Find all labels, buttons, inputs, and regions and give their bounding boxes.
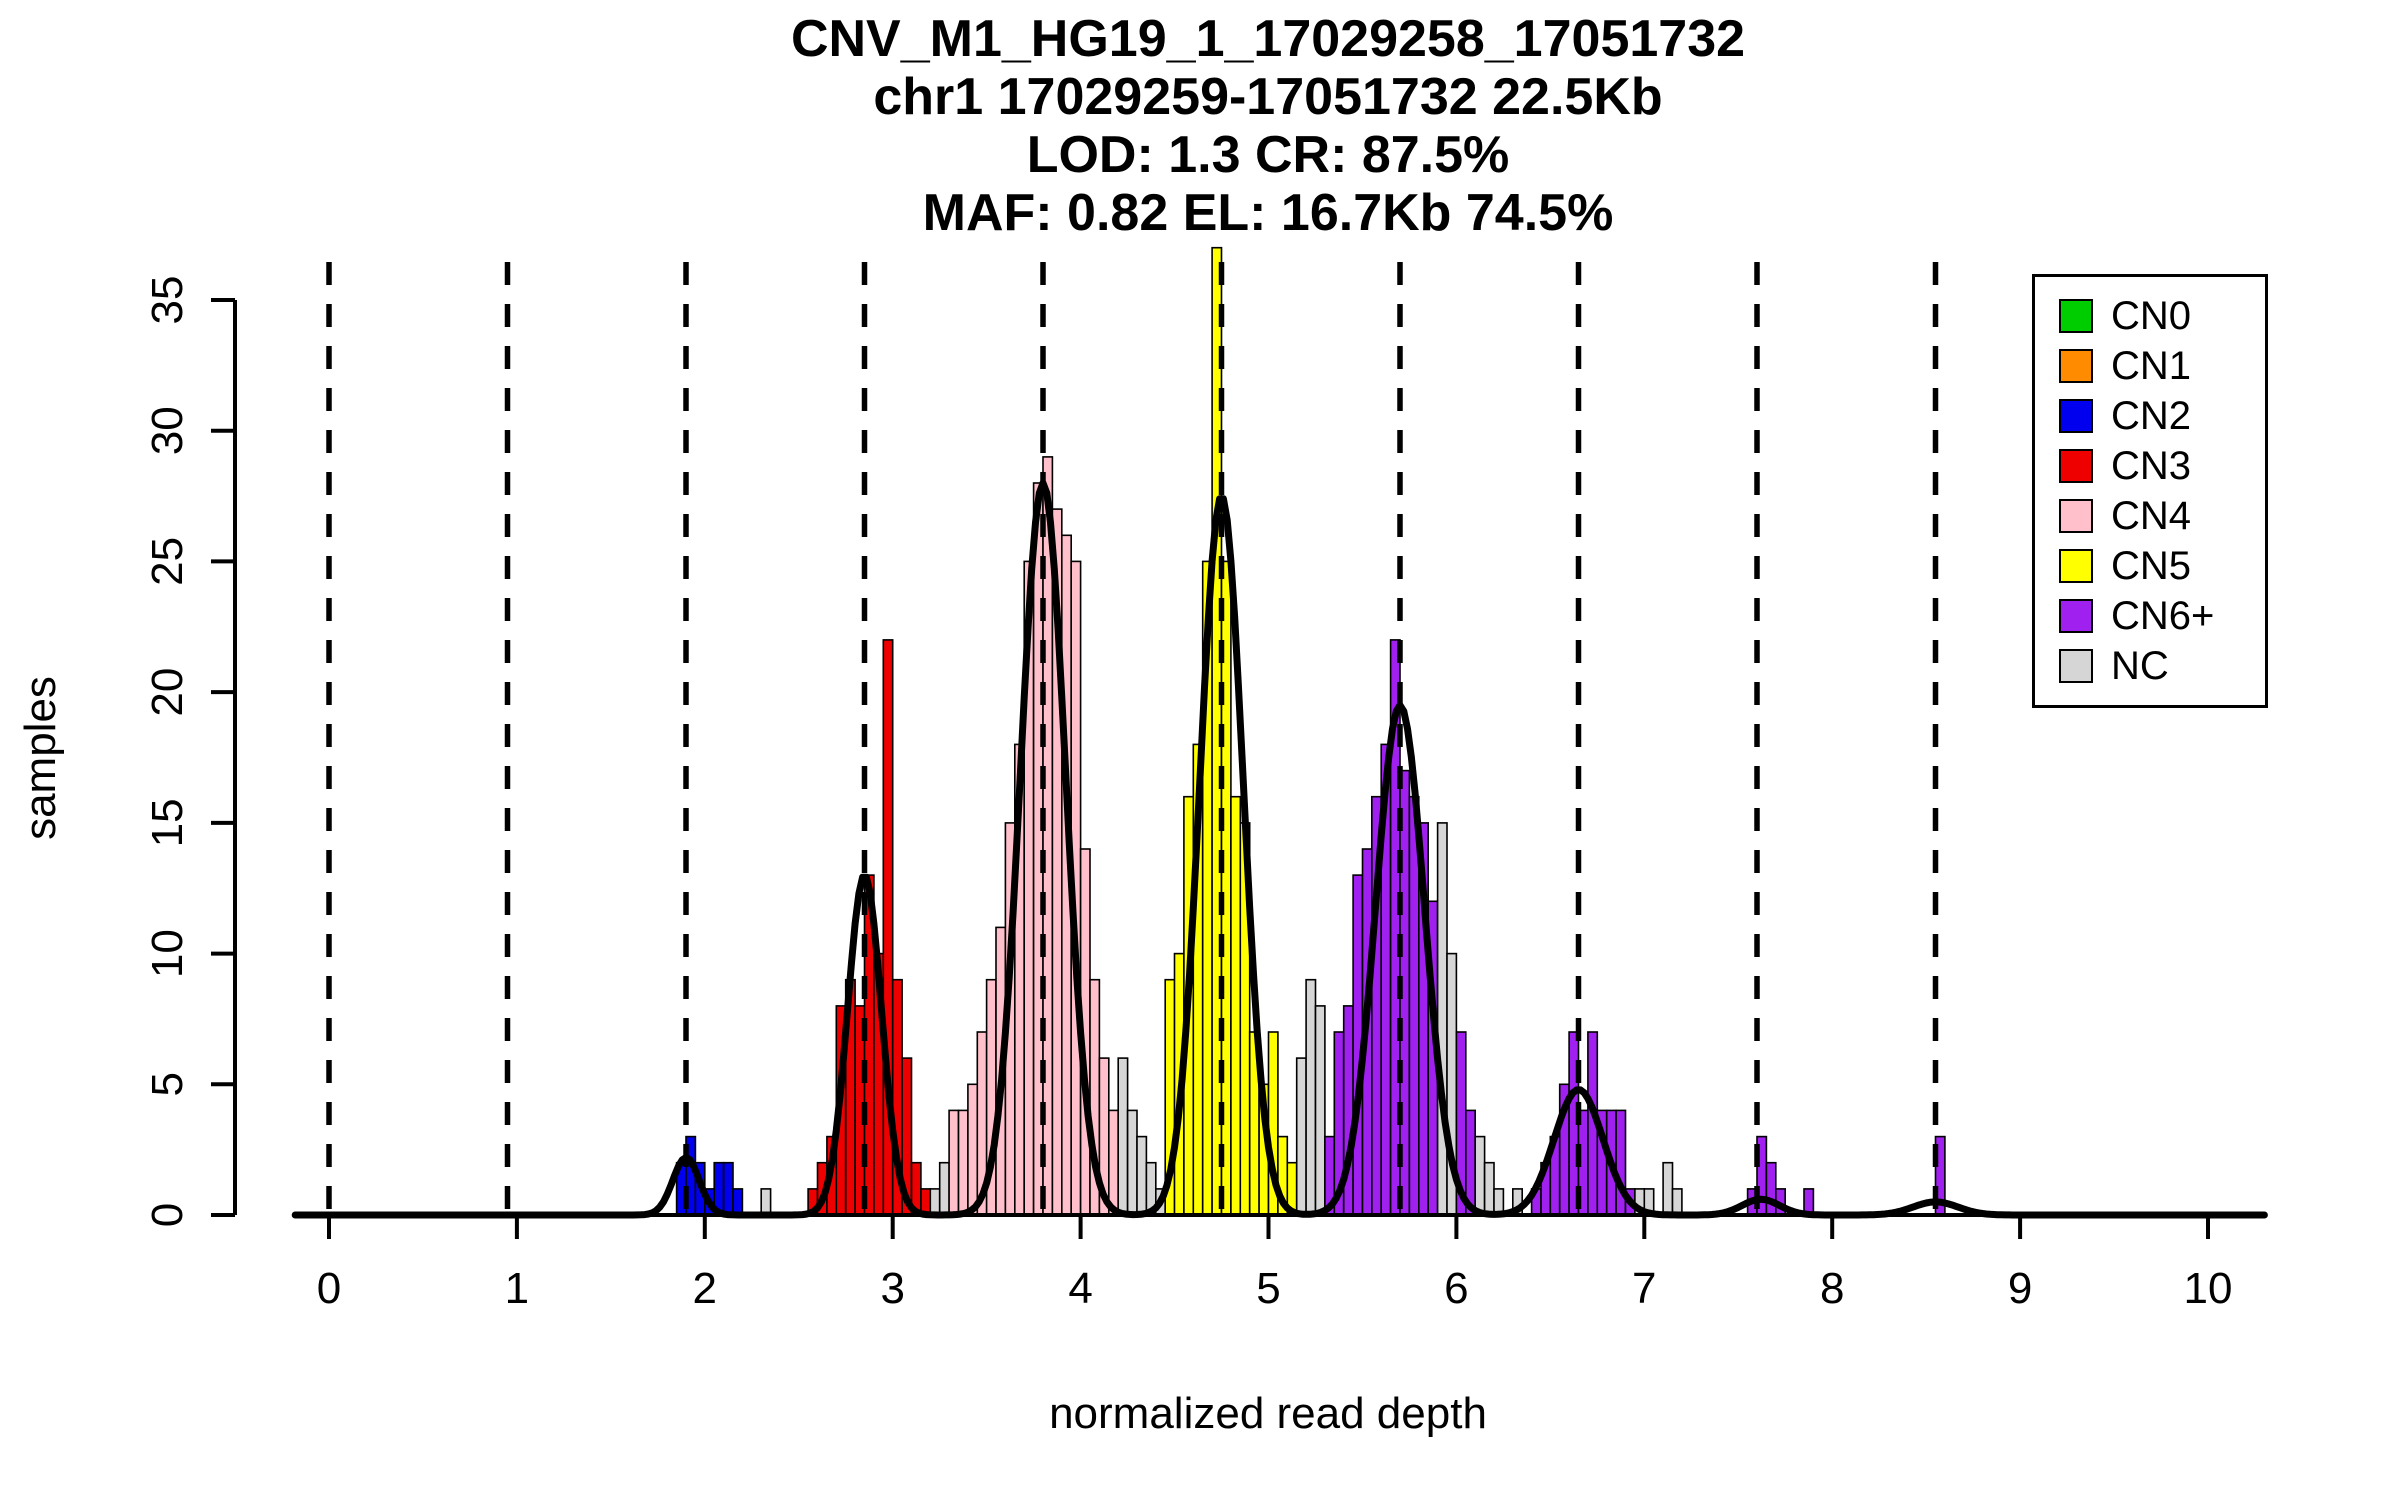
histogram-bar [1483, 1161, 1495, 1216]
chart-title-line-3: LOD: 1.3 CR: 87.5% [1027, 126, 1510, 184]
x-tick-label: 6 [1444, 1264, 1468, 1313]
histogram-bar [1615, 1109, 1627, 1216]
histogram-bar [722, 1161, 734, 1216]
histogram-bar [948, 1109, 960, 1216]
histogram-bar [1314, 1005, 1326, 1216]
legend-label: CN5 [2111, 544, 2192, 588]
histogram-bar [1662, 1161, 1674, 1216]
chart-title-line-1: CNV_M1_HG19_1_17029258_17051732 [791, 10, 1745, 68]
axes [211, 298, 2236, 1239]
histogram-bar [1295, 1057, 1307, 1216]
y-tick-label: 15 [143, 798, 192, 847]
legend-item-cn3: CN3 [2059, 441, 2265, 491]
legend-item-nc: NC [2059, 641, 2265, 691]
legend-label: CN4 [2111, 494, 2192, 538]
legend-item-cn4: CN4 [2059, 491, 2265, 541]
x-tick-label: 2 [693, 1264, 717, 1313]
x-axis-title: normalized read depth [1049, 1389, 1487, 1438]
x-tick-label: 3 [880, 1264, 904, 1313]
legend-item-cn2: CN2 [2059, 391, 2265, 441]
x-tick-label: 1 [505, 1264, 529, 1313]
y-tick-label: 30 [143, 406, 192, 455]
histogram-bar [1230, 795, 1242, 1216]
histogram-bar [1474, 1135, 1486, 1216]
histogram-bar [967, 1083, 979, 1216]
histogram-bar [938, 1161, 950, 1216]
chart-title-line-2: chr1 17029259-17051732 22.5Kb [873, 68, 1662, 126]
legend-label: CN1 [2111, 344, 2192, 388]
y-tick-label: 10 [143, 929, 192, 978]
legend-label: CN0 [2111, 294, 2192, 338]
histogram-bar [1108, 1109, 1120, 1216]
density-curve [291, 479, 2268, 1219]
legend-swatch-icon [2059, 449, 2093, 483]
legend: CN0 CN1 CN2 CN3 CN4 CN5 CN6+ NC [2032, 274, 2268, 708]
tick-labels: 0 1 2 3 4 5 6 7 8 9 10 0 5 10 15 20 25 30 35 [143, 276, 2232, 1313]
legend-label: CN6+ [2111, 594, 2215, 638]
chart-title-line-4: MAF: 0.82 EL: 16.7Kb 74.5% [923, 184, 1614, 242]
x-tick-label: 4 [1068, 1264, 1092, 1313]
histogram-bar [760, 1188, 772, 1216]
histogram-bar [1126, 1109, 1138, 1216]
x-tick-label: 0 [317, 1264, 341, 1313]
histogram-bar [1305, 978, 1317, 1216]
legend-swatch-icon [2059, 399, 2093, 433]
histogram-bar [957, 1109, 969, 1216]
histogram-bar [929, 1188, 941, 1216]
histogram-bar [1765, 1161, 1777, 1216]
legend-swatch-icon [2059, 649, 2093, 683]
y-tick-label: 5 [143, 1072, 192, 1096]
legend-swatch-icon [2059, 349, 2093, 383]
y-tick-label: 25 [143, 537, 192, 586]
copy-number-guide-lines [326, 262, 1939, 1215]
legend-item-cn0: CN0 [2059, 291, 2265, 341]
x-tick-label: 10 [2184, 1264, 2233, 1313]
legend-swatch-icon [2059, 549, 2093, 583]
legend-label: CN3 [2111, 444, 2192, 488]
legend-item-cn6plus: CN6+ [2059, 591, 2265, 641]
legend-swatch-icon [2059, 299, 2093, 333]
histogram-bar [1436, 822, 1448, 1216]
y-tick-label: 20 [143, 668, 192, 717]
y-tick-label: 35 [143, 276, 192, 325]
x-tick-label: 8 [1820, 1264, 1844, 1313]
legend-item-cn1: CN1 [2059, 341, 2265, 391]
y-tick-label: 0 [143, 1203, 192, 1227]
x-tick-label: 7 [1632, 1264, 1656, 1313]
legend-swatch-icon [2059, 499, 2093, 533]
y-axis-title: samples [16, 676, 65, 840]
histogram-bar [732, 1188, 744, 1216]
legend-item-cn5: CN5 [2059, 541, 2265, 591]
histogram-bar [1671, 1188, 1683, 1216]
legend-label: CN2 [2111, 394, 2192, 438]
histogram-bar [1117, 1057, 1129, 1216]
histogram-bar [1136, 1135, 1148, 1216]
legend-swatch-icon [2059, 599, 2093, 633]
x-tick-label: 5 [1256, 1264, 1280, 1313]
legend-label: NC [2111, 644, 2169, 688]
x-tick-label: 9 [2008, 1264, 2032, 1313]
